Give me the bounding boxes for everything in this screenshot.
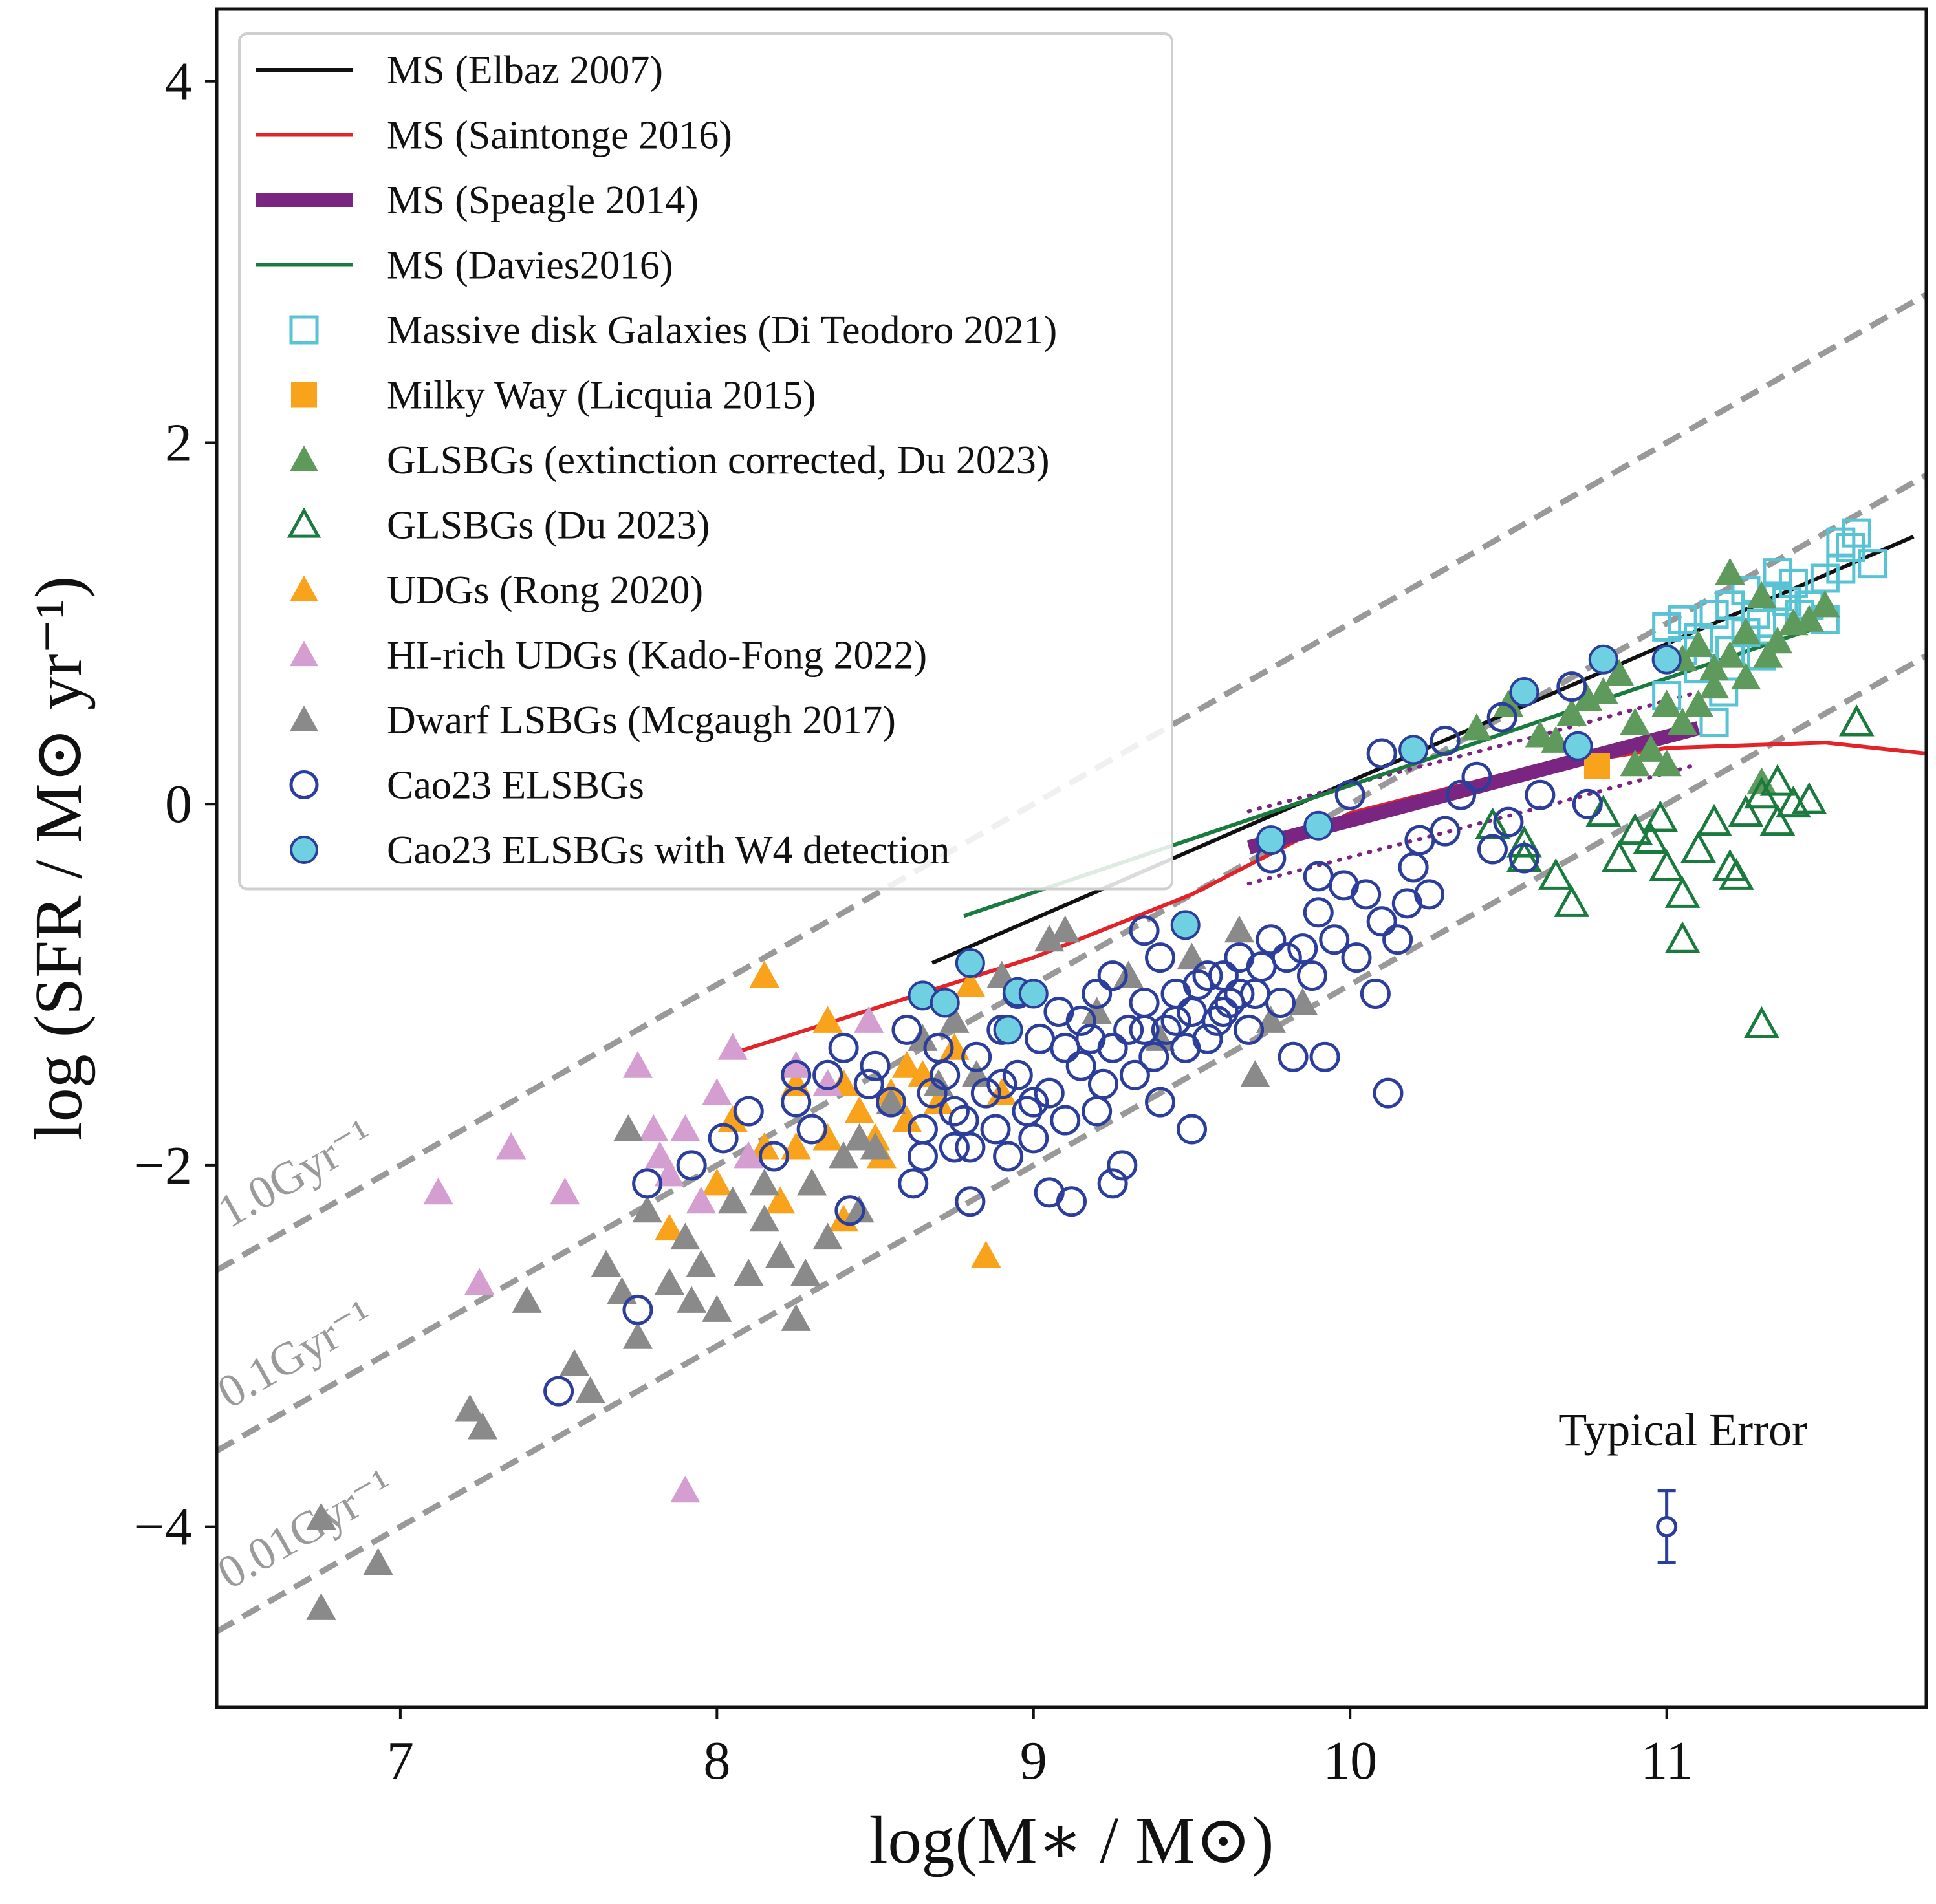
point-cao23-elsbgs-with-w4-detection-7 [1257,827,1285,854]
legend-label-glsbgs-extinction-corrected-du-2023: GLSBGs (extinction corrected, Du 2023) [387,438,1049,482]
point-cao23-elsbgs-with-w4-detection-5 [1020,980,1047,1008]
legend-label-hi-rich-udgs-kado-fong-2022: HI-rich UDGs (Kado-Fong 2022) [387,634,927,678]
error-marker [1658,1518,1676,1536]
legend-label-dwarf-lsbgs-mcgaugh-2017: Dwarf LSBGs (Mcgaugh 2017) [387,698,896,742]
legend-label-milky-way-licquia-2015: Milky Way (Licquia 2015) [387,374,816,418]
x-tick-label-10: 10 [1323,1731,1377,1791]
point-cao23-elsbgs-with-w4-detection-12 [1590,646,1617,673]
x-tick-label-11: 11 [1640,1731,1693,1791]
point-cao23-elsbgs-with-w4-detection-2 [957,949,984,977]
point-cao23-elsbgs-with-w4-detection-8 [1305,812,1332,839]
point-cao23-elsbgs-with-w4-detection-10 [1510,678,1538,706]
y-tick-label--2: −2 [135,1136,192,1196]
y-tick-label-2: 2 [165,413,192,473]
legend-label-massive-disk-galaxies-di-teodoro-2021: Massive disk Galaxies (Di Teodoro 2021) [387,308,1057,352]
y-tick-label--4: −4 [135,1497,192,1557]
sfr-mass-chart: 1.0Gyr⁻¹ 0.1Gyr⁻¹ 0.01Gyr⁻¹ Typical Error … [0,0,1936,1901]
point-cao23-elsbgs-with-w4-detection-13 [1653,646,1680,673]
y-axis-title: log (SFR / M⊙ yr⁻¹) [21,576,96,1140]
legend-label-ms-elbaz-2007: MS (Elbaz 2007) [387,49,663,92]
point-cao23-elsbgs-with-w4-detection-9 [1400,736,1427,763]
legend-label-ms-speagle-2014: MS (Speagle 2014) [387,178,699,222]
point-cao23-elsbgs-with-w4-detection-3 [995,1016,1022,1043]
legend-handle-milky-way-licquia-2015 [291,382,317,408]
legend-handle-cao23-elsbgs-with-w4-detection [291,837,317,863]
error-label: Typical Error [1558,1404,1807,1456]
y-tick-label-4: 4 [165,52,192,112]
legend-label-glsbgs-du-2023: GLSBGs (Du 2023) [387,504,710,548]
x-axis-title: log(M∗ / M⊙) [869,1803,1274,1877]
x-tick-label-7: 7 [387,1731,414,1791]
point-cao23-elsbgs-with-w4-detection-6 [1172,911,1199,938]
legend-label-udgs-rong-2020: UDGs (Rong 2020) [387,568,703,612]
legend-label-cao23-elsbgs: Cao23 ELSBGs [387,764,644,808]
legend: MS (Elbaz 2007) MS (Saintonge 2016) MS (Sp… [239,34,1172,889]
point-cao23-elsbgs-with-w4-detection-1 [931,989,959,1016]
legend-label-ms-davies2016: MS (Davies2016) [387,244,673,288]
x-tick-label-8: 8 [703,1731,730,1791]
legend-label-ms-saintonge-2016: MS (Saintonge 2016) [387,114,732,158]
legend-label-cao23-elsbgs-with-w4-detection: Cao23 ELSBGs with W4 detection [387,828,950,872]
y-tick-label-0: 0 [165,774,192,834]
point-cao23-elsbgs-with-w4-detection-11 [1565,733,1592,760]
chart-svg: 1.0Gyr⁻¹0.1Gyr⁻¹0.01Gyr⁻¹ Typical Error … [0,0,1936,1901]
x-tick-label-9: 9 [1020,1731,1047,1791]
